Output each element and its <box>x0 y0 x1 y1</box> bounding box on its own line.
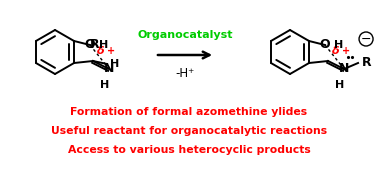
Text: H: H <box>99 40 108 50</box>
Text: O: O <box>85 38 95 52</box>
Text: N: N <box>339 62 349 76</box>
Text: H: H <box>110 59 119 69</box>
Text: Access to various heterocyclic products: Access to various heterocyclic products <box>68 145 310 155</box>
Text: Formation of formal azomethine ylides: Formation of formal azomethine ylides <box>70 107 308 117</box>
Text: Useful reactant for organocatalytic reactions: Useful reactant for organocatalytic reac… <box>51 126 327 136</box>
Text: R: R <box>362 57 372 69</box>
Text: H: H <box>335 80 345 90</box>
Text: −: − <box>361 33 371 45</box>
Text: N: N <box>104 62 114 76</box>
Text: δ: δ <box>332 46 340 56</box>
Text: O: O <box>320 38 330 52</box>
Text: R: R <box>90 38 100 51</box>
Text: +: + <box>342 46 350 56</box>
Text: Organocatalyst: Organocatalyst <box>137 30 233 40</box>
Text: δ: δ <box>97 46 105 56</box>
Text: H: H <box>334 40 343 50</box>
Text: -H⁺: -H⁺ <box>175 67 195 80</box>
Text: H: H <box>101 80 110 90</box>
Text: +: + <box>107 46 115 56</box>
